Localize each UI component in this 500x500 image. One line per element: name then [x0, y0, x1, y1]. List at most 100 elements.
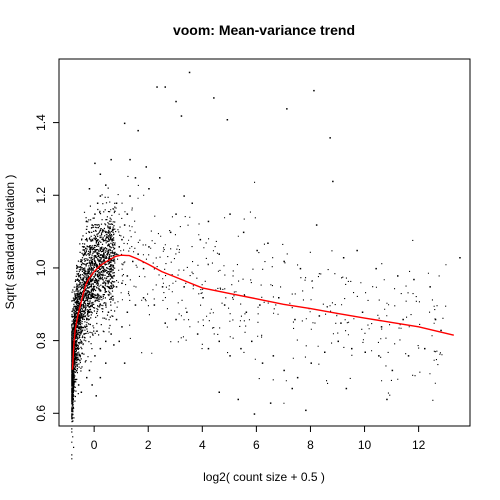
scatter-point — [407, 355, 410, 357]
scatter-point — [261, 362, 264, 364]
scatter-point — [283, 260, 285, 263]
scatter-point — [459, 257, 461, 259]
scatter-point — [269, 402, 272, 404]
scatter-point — [180, 115, 183, 117]
scatter-point — [256, 249, 258, 252]
scatter-point — [196, 333, 199, 335]
scatter-point — [223, 304, 226, 306]
scatter-point — [80, 391, 83, 393]
scatter-point — [96, 202, 99, 204]
scatter-point — [86, 376, 88, 379]
scatter-point — [99, 347, 102, 350]
scatter-point — [121, 282, 123, 284]
scatter-point — [378, 355, 380, 357]
scatter-point — [123, 362, 126, 364]
scatter-point — [199, 238, 202, 241]
scatter-point — [88, 311, 91, 313]
scatter-point — [253, 413, 256, 415]
scatter-point — [115, 253, 118, 255]
scatter-point — [129, 158, 131, 161]
scatter-point — [88, 369, 91, 372]
scatter-point — [88, 267, 91, 270]
scatter-point — [121, 326, 123, 328]
scatter-point — [245, 311, 248, 313]
scatter-point — [110, 297, 112, 299]
scatter-point — [434, 318, 437, 321]
scatter-point — [105, 340, 107, 343]
scatter-point — [386, 398, 388, 401]
scatter-point — [110, 267, 112, 270]
scatter-point — [291, 387, 293, 390]
scatter-point — [105, 362, 107, 364]
scatter-point — [94, 213, 96, 215]
scatter-point — [242, 231, 245, 234]
scatter-point — [76, 333, 79, 335]
scatter-point — [94, 162, 96, 165]
y-axis-label: Sqrt( standard deviation ) — [3, 175, 17, 310]
scatter-point — [75, 347, 77, 350]
scatter-point — [345, 387, 348, 390]
x-tick-label: 2 — [145, 438, 152, 452]
scatter-point — [183, 195, 185, 197]
scatter-point — [107, 311, 110, 313]
scatter-point — [91, 264, 93, 266]
scatter-point — [153, 304, 156, 306]
scatter-points — [71, 71, 461, 415]
scatter-point — [126, 213, 129, 215]
x-tick-label: 6 — [253, 438, 260, 452]
scatter-point — [188, 71, 191, 74]
trend-line — [71, 254, 454, 370]
scatter-point — [137, 129, 139, 132]
scatter-point — [91, 304, 93, 306]
scatter-point — [73, 362, 76, 364]
scatter-point — [364, 351, 366, 353]
scatter-point — [77, 384, 80, 386]
scatter-point — [380, 326, 383, 328]
scatter-point — [218, 253, 220, 255]
scatter-point — [132, 260, 134, 263]
scatter-point — [115, 318, 118, 321]
scatter-point — [402, 318, 404, 321]
scatter-point — [164, 322, 166, 324]
scatter-point — [118, 246, 120, 248]
scatter-point — [77, 322, 80, 324]
scatter-point — [71, 391, 73, 393]
scatter-point — [175, 100, 177, 103]
scatter-point — [105, 184, 107, 186]
scatter-point — [229, 355, 231, 357]
x-tick-label: 0 — [91, 438, 98, 452]
scatter-point — [126, 311, 129, 313]
scatter-point — [175, 213, 177, 215]
scatter-point — [361, 311, 364, 313]
plot-frame — [58, 58, 471, 427]
scatter-point — [83, 246, 85, 248]
scatter-point — [329, 137, 331, 139]
scatter-point — [305, 409, 307, 412]
scatter-point — [218, 340, 220, 343]
x-axis: 0 2 4 6 8 10 12 — [91, 426, 426, 452]
scatter-point — [113, 344, 115, 346]
scatter-point — [313, 89, 315, 92]
scatter-point — [440, 329, 442, 332]
scatter-point — [87, 271, 89, 274]
scatter-point — [202, 297, 204, 299]
scatter-point — [375, 267, 377, 270]
scatter-point — [123, 122, 126, 125]
scatter-point — [186, 311, 188, 313]
scatter-point — [286, 108, 288, 110]
scatter-point — [251, 340, 253, 343]
scatter-point — [397, 275, 399, 277]
scatter-point — [115, 286, 118, 288]
scatter-point — [134, 177, 137, 179]
scatter-point — [340, 322, 342, 324]
scatter-point — [148, 188, 150, 190]
scatter-point — [148, 246, 150, 248]
scatter-point — [159, 177, 161, 179]
scatter-point — [237, 398, 239, 401]
scatter-point — [88, 231, 91, 234]
scatter-background — [71, 175, 447, 460]
scatter-point — [259, 304, 261, 306]
scatter-point — [115, 202, 118, 204]
scatter-point — [142, 297, 145, 299]
scatter-point — [332, 180, 334, 183]
